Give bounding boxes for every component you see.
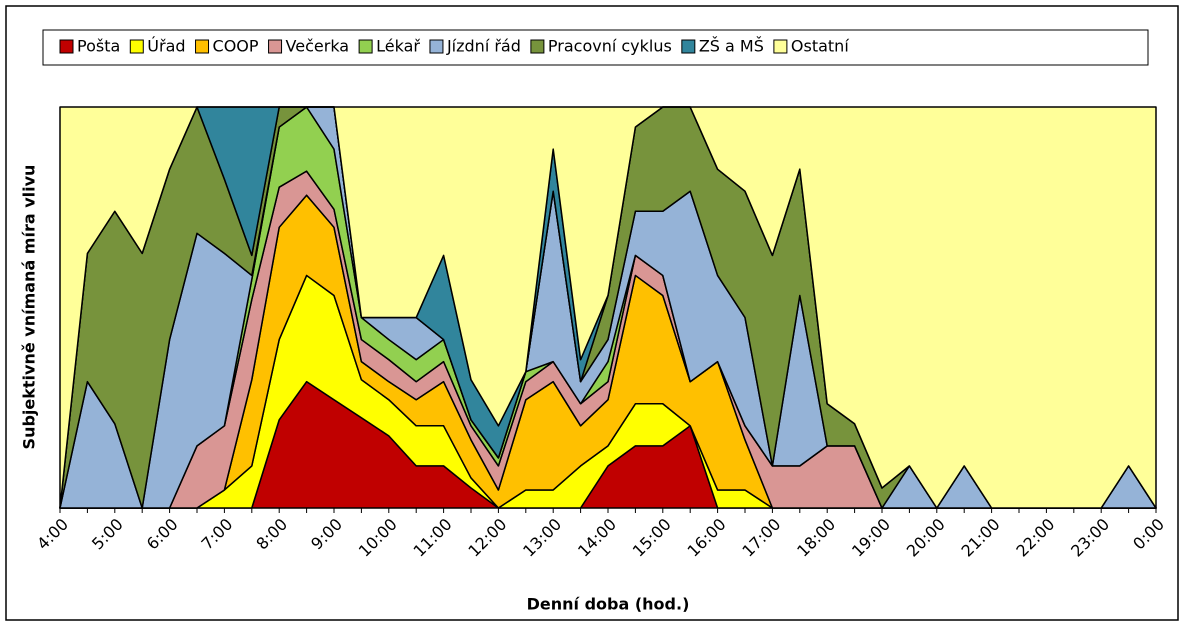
- legend-label: COOP: [213, 37, 259, 56]
- legend-swatch: [773, 39, 788, 54]
- legend-swatch: [195, 39, 210, 54]
- legend-swatch: [530, 39, 545, 54]
- legend: Pošta Úřad COOP Večerka Lékař Jízdní řád Praco…: [59, 37, 849, 56]
- legend-swatch: [59, 39, 74, 54]
- legend-swatch: [129, 39, 144, 54]
- legend-box: [42, 29, 1149, 66]
- legend-label: Večerka: [286, 37, 350, 56]
- legend-swatch: [268, 39, 283, 54]
- legend-label: Jízdní řád: [446, 37, 521, 56]
- legend-swatch: [681, 39, 696, 54]
- legend-swatch: [429, 39, 444, 54]
- plot-area: 4:00 5:00 6:00 7:00 8:00 9:00 10:00 11:00 12:00 1…: [33, 106, 1168, 561]
- legend-label: Lékař: [376, 37, 420, 56]
- legend-label: ZŠ a MŠ: [699, 37, 764, 56]
- legend-label: Ostatní: [791, 37, 849, 56]
- legend-label: Pracovní cyklus: [548, 37, 672, 56]
- legend-swatch: [358, 39, 373, 54]
- x-axis-label: Denní doba (hod.): [527, 595, 690, 614]
- legend-label: Úřad: [147, 37, 185, 56]
- y-axis-label: Subjektivně vnímaná míra vlivu: [20, 165, 39, 450]
- legend-label: Pošta: [77, 37, 120, 56]
